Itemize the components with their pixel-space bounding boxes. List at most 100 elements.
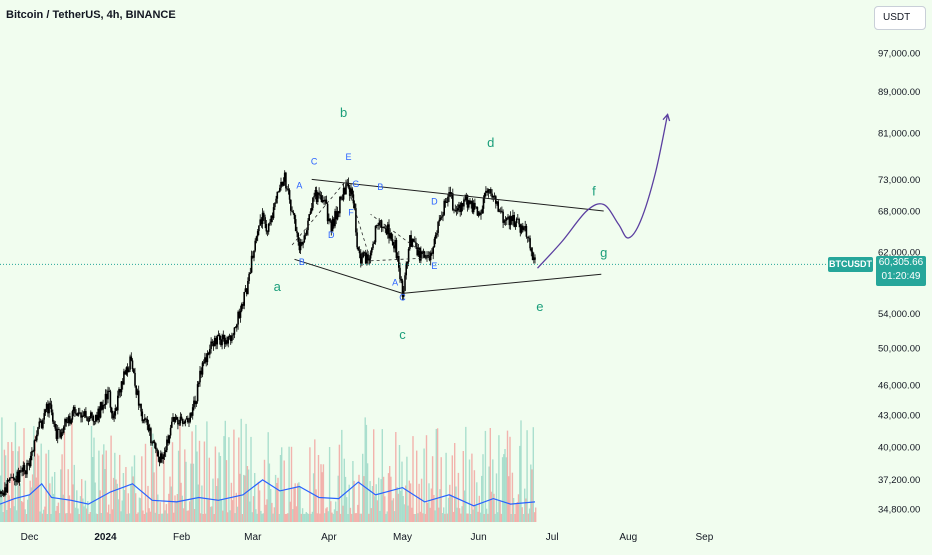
candle-body	[45, 403, 48, 410]
volume-bar	[396, 487, 398, 522]
candle-body	[135, 385, 137, 395]
volume-bar	[473, 470, 476, 522]
candle-body	[340, 196, 342, 199]
volume-bar	[335, 501, 337, 522]
candle-body	[130, 356, 133, 361]
volume-bar	[414, 514, 417, 522]
subwave-dashed-line[interactable]	[370, 257, 430, 262]
volume-bar	[98, 450, 100, 522]
volume-bar	[360, 513, 363, 522]
volume-bar	[478, 495, 480, 522]
candle-body	[290, 199, 292, 211]
y-axis-tick-label: 89,000.00	[878, 87, 920, 98]
volume-bar	[30, 487, 33, 522]
volume-bar	[62, 494, 64, 522]
candle-body	[325, 199, 328, 204]
triangle-trendline[interactable]	[294, 258, 403, 294]
volume-bar	[148, 508, 150, 522]
volume-bar	[31, 474, 34, 522]
volume-bar	[71, 420, 73, 522]
y-axis-tick-label: 50,000.00	[878, 343, 920, 354]
volume-bar	[236, 506, 239, 522]
candle-body	[175, 417, 178, 420]
candle-body	[502, 211, 504, 223]
triangle-trendline[interactable]	[311, 178, 604, 212]
volume-bar	[258, 490, 261, 522]
volume-bar	[65, 513, 67, 522]
candle-body	[38, 421, 41, 428]
volume-bar	[47, 449, 50, 522]
candle-body	[508, 216, 511, 226]
candle-body	[82, 415, 85, 417]
last-price-tag: 60,305.66 01:20:49	[876, 256, 926, 286]
candle-body	[342, 188, 345, 200]
candle-body	[124, 371, 126, 375]
candle-body	[309, 211, 312, 215]
candle-body	[476, 207, 479, 216]
volume-bar	[274, 474, 277, 522]
candle-body	[177, 419, 179, 425]
candle-body	[103, 404, 106, 406]
candle-body	[371, 248, 373, 253]
candle-body	[493, 195, 496, 197]
candle-body	[406, 261, 409, 264]
volume-bar	[509, 436, 511, 522]
x-axis-tick-label: Mar	[244, 532, 262, 543]
volume-bar	[12, 451, 14, 522]
volume-bar	[171, 442, 174, 522]
volume-bar	[497, 512, 499, 522]
volume-bar	[495, 473, 498, 522]
volume-bar	[530, 464, 532, 522]
volume-ma-line	[0, 479, 536, 507]
volume-bar	[125, 467, 127, 522]
volume-bar	[278, 514, 280, 522]
triangle-trendline[interactable]	[402, 273, 602, 294]
volume-bar	[213, 514, 215, 522]
candle-body	[121, 381, 124, 385]
volume-bar	[407, 505, 409, 522]
candle-body	[299, 242, 302, 251]
volume-bar	[322, 464, 325, 522]
candle-body	[479, 212, 481, 215]
candle-body	[32, 451, 34, 452]
projection-curve[interactable]	[537, 114, 669, 269]
volume-bar	[533, 512, 536, 522]
candle-body	[449, 192, 452, 196]
candle-body	[195, 401, 198, 405]
candle-body	[524, 226, 526, 228]
volume-bar	[474, 505, 477, 522]
candle-body	[286, 188, 288, 190]
candle-body	[431, 252, 433, 254]
candle-body	[404, 275, 406, 291]
candle-body	[107, 390, 109, 400]
candle-body	[348, 187, 351, 196]
candle-body	[180, 416, 183, 419]
candle-body	[5, 487, 7, 493]
volume-bar	[294, 483, 296, 522]
volume-bar	[479, 512, 482, 522]
candle-body	[40, 421, 43, 429]
candle-body	[193, 400, 195, 408]
candle-body	[160, 453, 162, 463]
candle-body	[294, 219, 297, 232]
candle-body	[466, 195, 469, 208]
candle-body	[369, 252, 372, 259]
subwave-dashed-line[interactable]	[370, 213, 430, 259]
candle-body	[314, 190, 317, 197]
volume-bar	[514, 514, 516, 522]
y-axis-tick-label: 43,000.00	[878, 410, 920, 421]
volume-bar	[484, 430, 487, 522]
candle-body	[276, 191, 279, 199]
subwave-dashed-line[interactable]	[345, 180, 371, 261]
volume-bar	[425, 435, 428, 522]
currency-selector[interactable]: USDT	[874, 6, 926, 30]
candle-body	[374, 225, 377, 243]
volume-bar	[346, 497, 348, 522]
subwave-dashed-line[interactable]	[291, 180, 347, 246]
volume-bar	[527, 513, 530, 522]
candle-body	[407, 249, 410, 262]
volume-bar	[130, 483, 132, 522]
candle-body	[518, 218, 520, 225]
